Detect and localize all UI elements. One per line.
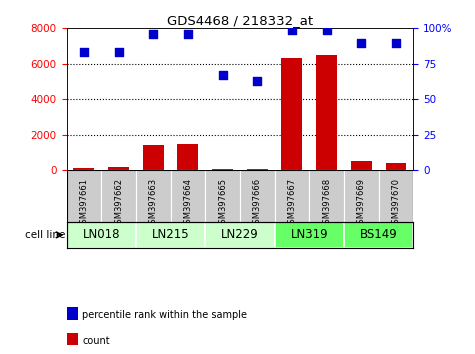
Text: GSM397670: GSM397670 xyxy=(391,178,400,229)
Bar xyxy=(344,222,413,248)
Text: GSM397669: GSM397669 xyxy=(357,178,366,229)
Text: percentile rank within the sample: percentile rank within the sample xyxy=(82,310,247,320)
Point xyxy=(218,72,227,78)
Bar xyxy=(282,58,302,170)
Bar xyxy=(386,163,406,170)
Bar xyxy=(108,167,129,170)
Bar xyxy=(240,170,275,222)
Point xyxy=(80,50,88,55)
Text: GSM397661: GSM397661 xyxy=(79,178,88,229)
Bar xyxy=(205,222,275,248)
Text: GSM397663: GSM397663 xyxy=(149,178,158,229)
Bar xyxy=(136,222,205,248)
Text: LN018: LN018 xyxy=(83,228,120,241)
Bar xyxy=(212,169,233,170)
Bar xyxy=(275,170,309,222)
Bar xyxy=(66,222,136,248)
Bar xyxy=(344,170,379,222)
Text: count: count xyxy=(82,336,110,346)
Text: LN229: LN229 xyxy=(221,228,259,241)
Text: cell line: cell line xyxy=(26,230,66,240)
Bar xyxy=(351,161,371,170)
Text: GSM397664: GSM397664 xyxy=(183,178,192,229)
Point xyxy=(358,40,365,45)
Text: GSM397665: GSM397665 xyxy=(218,178,227,229)
Bar xyxy=(316,55,337,170)
Bar xyxy=(66,170,101,222)
Bar xyxy=(136,170,171,222)
Bar xyxy=(379,170,413,222)
Bar xyxy=(74,168,94,170)
Bar xyxy=(309,170,344,222)
Bar xyxy=(275,222,344,248)
Point xyxy=(184,31,192,37)
Point xyxy=(254,78,261,84)
Point xyxy=(115,50,123,55)
Text: LN215: LN215 xyxy=(152,228,190,241)
Bar xyxy=(143,144,163,170)
Text: GSM397668: GSM397668 xyxy=(322,178,331,229)
Bar xyxy=(205,170,240,222)
Point xyxy=(392,40,400,45)
Bar xyxy=(178,144,198,170)
Point xyxy=(288,27,295,33)
Text: GSM397666: GSM397666 xyxy=(253,178,262,229)
Title: GDS4468 / 218332_at: GDS4468 / 218332_at xyxy=(167,14,313,27)
Text: GSM397662: GSM397662 xyxy=(114,178,123,229)
Text: LN319: LN319 xyxy=(290,228,328,241)
Text: BS149: BS149 xyxy=(360,228,398,241)
Point xyxy=(323,27,331,33)
Bar xyxy=(101,170,136,222)
Bar xyxy=(171,170,205,222)
Point xyxy=(149,31,157,37)
Text: GSM397667: GSM397667 xyxy=(287,178,296,229)
Bar xyxy=(247,169,267,170)
